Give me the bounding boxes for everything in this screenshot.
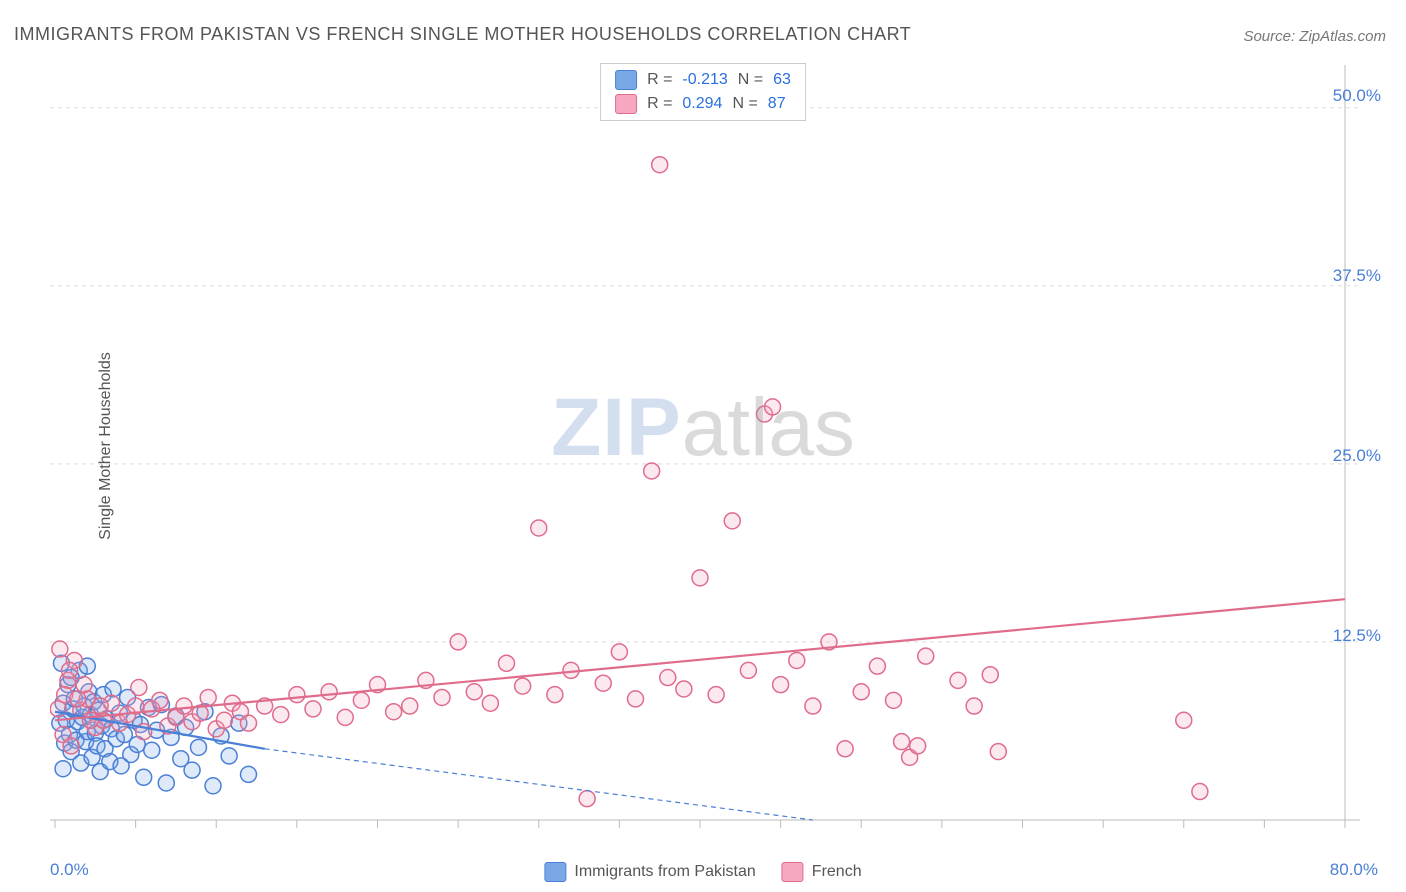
legend-item-series-a: Immigrants from Pakistan: [544, 862, 755, 882]
source-attribution: Source: ZipAtlas.com: [1243, 28, 1386, 45]
swatch-series-a: [544, 862, 566, 882]
series-a-n-value: 63: [773, 71, 791, 89]
series-b-n-value: 87: [768, 95, 786, 113]
legend-row-series-b: R = 0.294 N = 87: [615, 92, 791, 116]
y-tick-label-50: 50.0%: [1333, 86, 1381, 106]
x-tick-label-min: 0.0%: [50, 860, 89, 880]
swatch-series-b: [615, 94, 637, 114]
y-tick-label-37: 37.5%: [1333, 266, 1381, 286]
series-b-r-value: 0.294: [682, 95, 722, 113]
legend-row-series-a: R = -0.213 N = 63: [615, 68, 791, 92]
n-label: N =: [732, 95, 757, 113]
swatch-series-b: [782, 862, 804, 882]
r-label: R =: [647, 71, 672, 89]
n-label: N =: [738, 71, 763, 89]
legend-series-box: Immigrants from Pakistan French: [544, 862, 861, 882]
series-a-label: Immigrants from Pakistan: [574, 863, 755, 881]
legend-correlation-box: R = -0.213 N = 63 R = 0.294 N = 87: [600, 63, 806, 121]
series-a-r-value: -0.213: [682, 71, 727, 89]
x-tick-label-max: 80.0%: [1330, 860, 1378, 880]
plot-area: [50, 60, 1360, 840]
y-tick-label-25: 25.0%: [1333, 446, 1381, 466]
legend-item-series-b: French: [782, 862, 862, 882]
chart-title: IMMIGRANTS FROM PAKISTAN VS FRENCH SINGL…: [14, 24, 911, 45]
swatch-series-a: [615, 70, 637, 90]
y-tick-label-12: 12.5%: [1333, 626, 1381, 646]
series-b-label: French: [812, 863, 862, 881]
r-label: R =: [647, 95, 672, 113]
scatter-chart-svg: [50, 60, 1360, 840]
